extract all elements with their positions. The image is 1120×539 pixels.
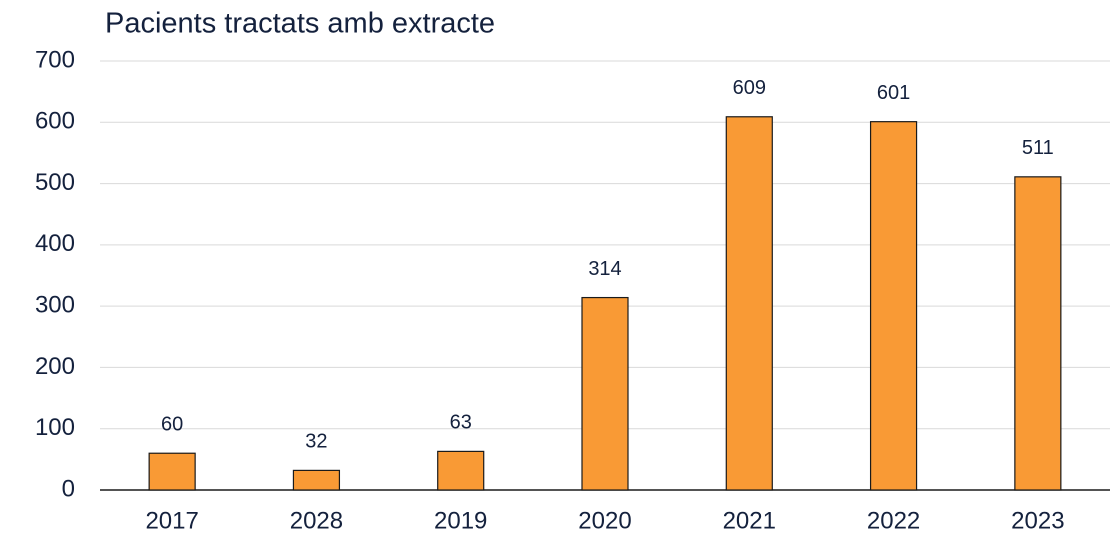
- y-tick-label: 700: [35, 46, 75, 73]
- bar: [437, 450, 485, 491]
- y-tick-label: 500: [35, 169, 75, 196]
- x-tick-label: 2017: [145, 507, 198, 534]
- value-label: 609: [733, 77, 766, 99]
- x-tick-label: 2020: [578, 507, 631, 534]
- bar: [1014, 176, 1062, 491]
- y-tick-label: 300: [35, 291, 75, 318]
- value-label: 314: [588, 258, 621, 280]
- x-tick-label: 2028: [290, 507, 343, 534]
- bar: [581, 296, 629, 491]
- x-tick-label: 2022: [867, 507, 920, 534]
- y-tick-label: 100: [35, 414, 75, 441]
- chart-title: Pacients tractats amb extracte: [105, 8, 495, 40]
- y-tick-label: 200: [35, 353, 75, 380]
- y-tick-label: 600: [35, 108, 75, 135]
- x-tick-label: 2023: [1011, 507, 1064, 534]
- bar: [725, 116, 773, 491]
- y-tick-label: 0: [62, 475, 75, 502]
- x-tick-label: 2019: [434, 507, 487, 534]
- y-tick-label: 400: [35, 230, 75, 257]
- value-label: 511: [1022, 137, 1054, 159]
- x-tick-label: 2021: [723, 507, 776, 534]
- bar: [148, 452, 196, 491]
- value-label: 601: [877, 82, 910, 104]
- bar: [869, 121, 918, 491]
- value-label: 60: [161, 414, 183, 436]
- value-label: 32: [305, 431, 327, 453]
- bar: [292, 469, 341, 491]
- value-label: 63: [450, 412, 472, 434]
